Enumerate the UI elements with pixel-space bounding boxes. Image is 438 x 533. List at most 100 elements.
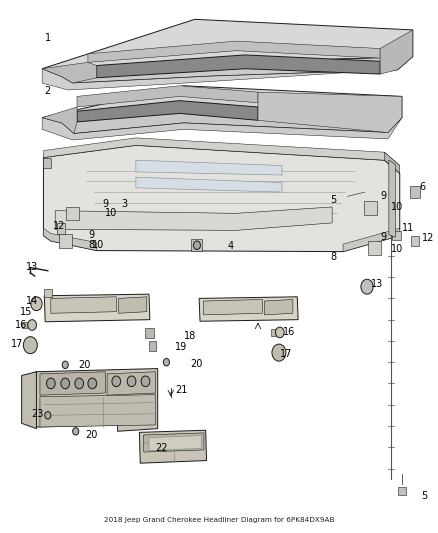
Polygon shape xyxy=(398,487,406,495)
Polygon shape xyxy=(43,138,400,165)
Polygon shape xyxy=(62,56,413,83)
Polygon shape xyxy=(410,186,420,198)
Circle shape xyxy=(61,378,70,389)
Polygon shape xyxy=(149,435,201,450)
Polygon shape xyxy=(66,207,79,220)
Polygon shape xyxy=(42,19,413,77)
Text: 10: 10 xyxy=(105,208,117,219)
Polygon shape xyxy=(22,322,27,328)
Circle shape xyxy=(88,378,97,389)
Text: 18: 18 xyxy=(184,330,196,341)
Circle shape xyxy=(276,327,284,338)
Polygon shape xyxy=(42,62,97,83)
Text: 14: 14 xyxy=(25,296,38,306)
Polygon shape xyxy=(139,430,207,463)
Text: 20: 20 xyxy=(86,430,98,440)
Text: 21: 21 xyxy=(175,385,187,395)
Text: 17: 17 xyxy=(11,338,23,349)
Polygon shape xyxy=(145,328,154,338)
Polygon shape xyxy=(55,207,332,230)
Circle shape xyxy=(127,376,136,386)
Polygon shape xyxy=(59,235,72,248)
Polygon shape xyxy=(44,289,52,297)
Polygon shape xyxy=(380,30,413,74)
Text: 11: 11 xyxy=(402,223,414,233)
Circle shape xyxy=(31,297,42,311)
Polygon shape xyxy=(42,107,77,134)
Polygon shape xyxy=(364,201,377,215)
Polygon shape xyxy=(40,372,106,395)
Polygon shape xyxy=(97,55,380,78)
Polygon shape xyxy=(33,300,40,308)
Polygon shape xyxy=(21,372,36,429)
Polygon shape xyxy=(411,236,419,246)
Text: 10: 10 xyxy=(92,240,105,250)
Text: 13: 13 xyxy=(371,279,383,289)
Polygon shape xyxy=(88,41,380,62)
Polygon shape xyxy=(343,228,400,252)
Circle shape xyxy=(45,411,51,419)
Circle shape xyxy=(112,376,120,386)
Text: 8: 8 xyxy=(330,253,336,262)
Text: 13: 13 xyxy=(25,262,38,271)
Text: 5: 5 xyxy=(330,195,336,205)
Polygon shape xyxy=(62,108,402,134)
Text: 19: 19 xyxy=(175,342,187,352)
Polygon shape xyxy=(43,146,400,252)
Text: 6: 6 xyxy=(419,182,425,192)
Text: 1: 1 xyxy=(45,33,51,43)
Polygon shape xyxy=(35,368,158,431)
Circle shape xyxy=(141,376,150,386)
Polygon shape xyxy=(191,239,202,251)
Text: 8: 8 xyxy=(88,240,95,250)
Text: 20: 20 xyxy=(191,359,203,369)
Text: 2018 Jeep Grand Cherokee Headliner Diagram for 6PK84DX9AB: 2018 Jeep Grand Cherokee Headliner Diagr… xyxy=(103,516,334,523)
Polygon shape xyxy=(77,86,258,107)
Circle shape xyxy=(62,361,68,368)
Polygon shape xyxy=(57,223,65,233)
Text: 3: 3 xyxy=(121,199,127,209)
Circle shape xyxy=(46,378,55,389)
Text: 17: 17 xyxy=(280,349,292,359)
Polygon shape xyxy=(107,372,155,395)
Circle shape xyxy=(163,359,170,366)
Polygon shape xyxy=(392,231,401,240)
Polygon shape xyxy=(389,160,396,237)
Polygon shape xyxy=(385,152,400,173)
Polygon shape xyxy=(148,342,156,351)
Polygon shape xyxy=(258,92,402,133)
Text: 9: 9 xyxy=(380,232,386,242)
Text: 16: 16 xyxy=(14,320,27,330)
Circle shape xyxy=(194,241,201,249)
Text: 9: 9 xyxy=(380,191,386,201)
Text: 16: 16 xyxy=(283,327,296,337)
Polygon shape xyxy=(42,86,402,123)
Polygon shape xyxy=(265,300,293,315)
Text: 15: 15 xyxy=(20,306,32,317)
Polygon shape xyxy=(43,158,51,168)
Polygon shape xyxy=(368,241,381,255)
Polygon shape xyxy=(118,297,147,313)
Polygon shape xyxy=(42,56,413,90)
Polygon shape xyxy=(42,118,402,140)
Polygon shape xyxy=(136,160,282,175)
Text: 5: 5 xyxy=(421,491,428,501)
Circle shape xyxy=(75,378,84,389)
Text: 4: 4 xyxy=(227,241,233,251)
Circle shape xyxy=(361,279,373,294)
Text: 12: 12 xyxy=(421,233,434,243)
Text: 23: 23 xyxy=(31,409,43,419)
Polygon shape xyxy=(40,394,155,427)
Text: 10: 10 xyxy=(391,245,403,254)
Circle shape xyxy=(23,337,37,354)
Circle shape xyxy=(28,320,36,330)
Text: 2: 2 xyxy=(45,86,51,96)
Text: 9: 9 xyxy=(88,230,95,240)
Text: 9: 9 xyxy=(103,199,109,209)
Text: 10: 10 xyxy=(391,202,403,212)
Polygon shape xyxy=(144,433,204,452)
Polygon shape xyxy=(199,297,298,321)
Polygon shape xyxy=(271,329,276,336)
Polygon shape xyxy=(136,177,282,192)
Circle shape xyxy=(272,344,286,361)
